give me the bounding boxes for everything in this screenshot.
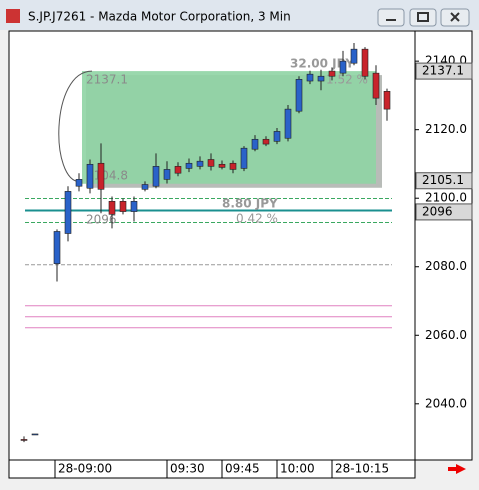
close-icon [450,12,460,22]
candle-body [273,131,281,142]
measure-box [82,71,376,184]
x-tick-label: 09:30 [170,462,205,476]
candle-body [119,200,127,212]
scroll-arrow[interactable] [448,464,466,474]
y-tick-label: 2040.0 [425,396,467,410]
price-marker-label: 2105.1 [422,173,464,187]
price-axis [414,30,473,461]
base-change: 8.80 JPY [222,197,278,211]
max-icon [417,12,429,22]
time-axis [8,459,416,479]
measure-change: 32.00 JPY [290,57,354,71]
candle-body [339,60,347,74]
price-marker-box [415,62,473,80]
price-marker-label: 2096 [422,204,453,218]
candle-body [75,179,83,187]
candle-body [53,231,61,264]
y-tick-label: 2080.0 [425,259,467,273]
candle-body [317,75,325,82]
candle-body [251,138,259,150]
candle-body [174,166,182,174]
measure-change-pct: 1.52 % [326,73,368,87]
y-tick-label: 2060.0 [425,328,467,342]
candle-body [20,439,28,441]
candle-body [141,184,149,190]
candle-body [361,48,369,77]
candle-body [240,147,248,169]
measure-arc [58,70,93,183]
candle-body [196,160,204,167]
candle-body [64,191,72,234]
measure-base: 2096 [86,212,117,226]
maximize-button[interactable] [409,8,437,27]
candle-body [108,200,116,215]
base-change-pct: 0.42 % [236,212,278,226]
minimize-button[interactable] [377,8,405,27]
candle-body [163,169,171,180]
window-buttons[interactable] [377,8,470,27]
measure-high: 2137.1 [86,73,128,87]
price-marker-box [415,172,473,190]
candle-body [207,159,215,167]
candle-body [284,108,292,139]
x-tick-label: 10:00 [280,462,315,476]
candle-body [262,138,270,145]
x-tick-label: 28-10:15 [335,462,389,476]
candle-body [218,163,226,168]
candle-body [31,433,39,436]
y-tick-label: 2120.0 [425,122,467,136]
price-marker-box [415,203,473,221]
price-marker-label: 2137.1 [422,64,464,78]
candle-body [152,166,160,187]
x-tick-label: 28-09:00 [58,462,112,476]
candle-body [383,91,391,110]
app-icon [6,9,20,23]
candle-body [130,200,138,212]
candle-body [328,70,336,77]
candle-body [97,162,105,190]
candle-body [86,163,94,189]
candle-body [229,162,237,170]
candle-body [295,79,303,112]
candle-body [372,72,380,99]
candle-body [306,73,314,82]
window-title: S.JP.J7261 - Mazda Motor Corporation, 3 … [28,10,291,24]
measure-low: 2104.8 [86,168,128,182]
y-tick-label: 2100.0 [425,191,467,205]
x-tick-label: 09:45 [225,462,260,476]
candle-body [350,48,358,64]
candle-body [185,162,193,169]
